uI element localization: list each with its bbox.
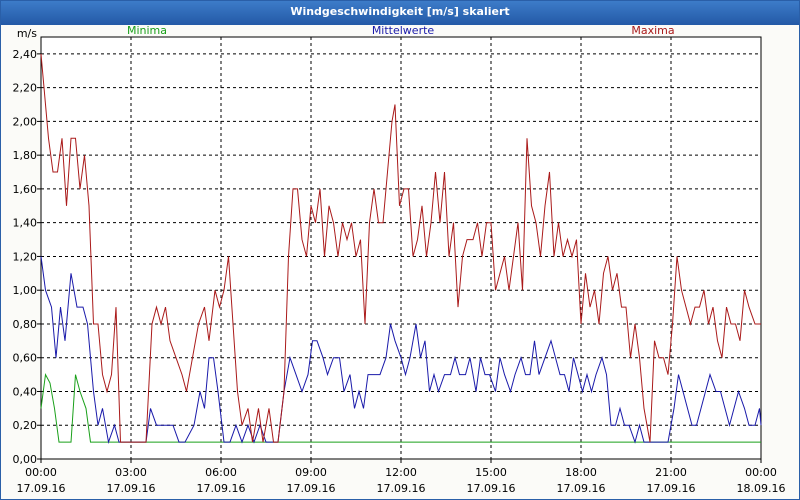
y-tick-label: 0,60 [13, 352, 38, 365]
x-tick-time: 00:00 [745, 466, 777, 479]
x-tick-time: 06:00 [205, 466, 237, 479]
x-tick-date: 17.09.16 [557, 482, 606, 495]
window-title: Windgeschwindigkeit [m/s] skaliert [1, 1, 799, 25]
y-tick-label: 0,40 [13, 385, 38, 398]
legend-item-maxima: Maxima [631, 25, 674, 37]
x-tick-date: 18.09.16 [737, 482, 786, 495]
x-tick-date: 17.09.16 [17, 482, 66, 495]
x-tick-time: 15:00 [475, 466, 507, 479]
x-tick-date: 17.09.16 [197, 482, 246, 495]
x-tick-date: 17.09.16 [287, 482, 336, 495]
x-tick-time: 09:00 [295, 466, 327, 479]
x-tick-time: 03:00 [115, 466, 147, 479]
y-tick-label: 2,00 [13, 115, 38, 128]
x-tick-date: 17.09.16 [467, 482, 516, 495]
x-tick-date: 17.09.16 [377, 482, 426, 495]
y-tick-label: 1,20 [13, 250, 38, 263]
legend-item-minima: Minima [127, 25, 167, 37]
series-line-minima [40, 372, 761, 443]
y-tick-label: 1,80 [13, 149, 38, 162]
plot-frame [40, 36, 762, 460]
legend-item-mittelwerte: Mittelwerte [372, 25, 435, 37]
y-tick-label: 1,40 [13, 217, 38, 230]
y-tick-label: 0,20 [13, 419, 38, 432]
x-tick-time: 21:00 [655, 466, 687, 479]
x-tick-date: 17.09.16 [647, 482, 696, 495]
wind-speed-chart: 0,00 0,20 0,40 0,60 0,80 1,00 1,20 1,40 1,60 1,80… [13, 25, 786, 495]
y-tick-label: 0,00 [13, 453, 38, 466]
y-tick-label: 2,20 [13, 82, 38, 95]
y-tick-label: 1,60 [13, 183, 38, 196]
y-tick-label: 0,80 [13, 318, 38, 331]
x-tick-date: 17.09.16 [107, 482, 156, 495]
y-tick-label: 2,40 [13, 48, 38, 61]
x-tick-time: 18:00 [565, 466, 597, 479]
series-line-maxima [40, 53, 761, 443]
series-line-mittelwerte [40, 256, 762, 445]
x-tick-time: 12:00 [385, 466, 417, 479]
y-axis-unit: m/s [17, 27, 37, 40]
y-tick-label: 1,00 [13, 284, 38, 297]
x-tick-time: 00:00 [25, 466, 57, 479]
